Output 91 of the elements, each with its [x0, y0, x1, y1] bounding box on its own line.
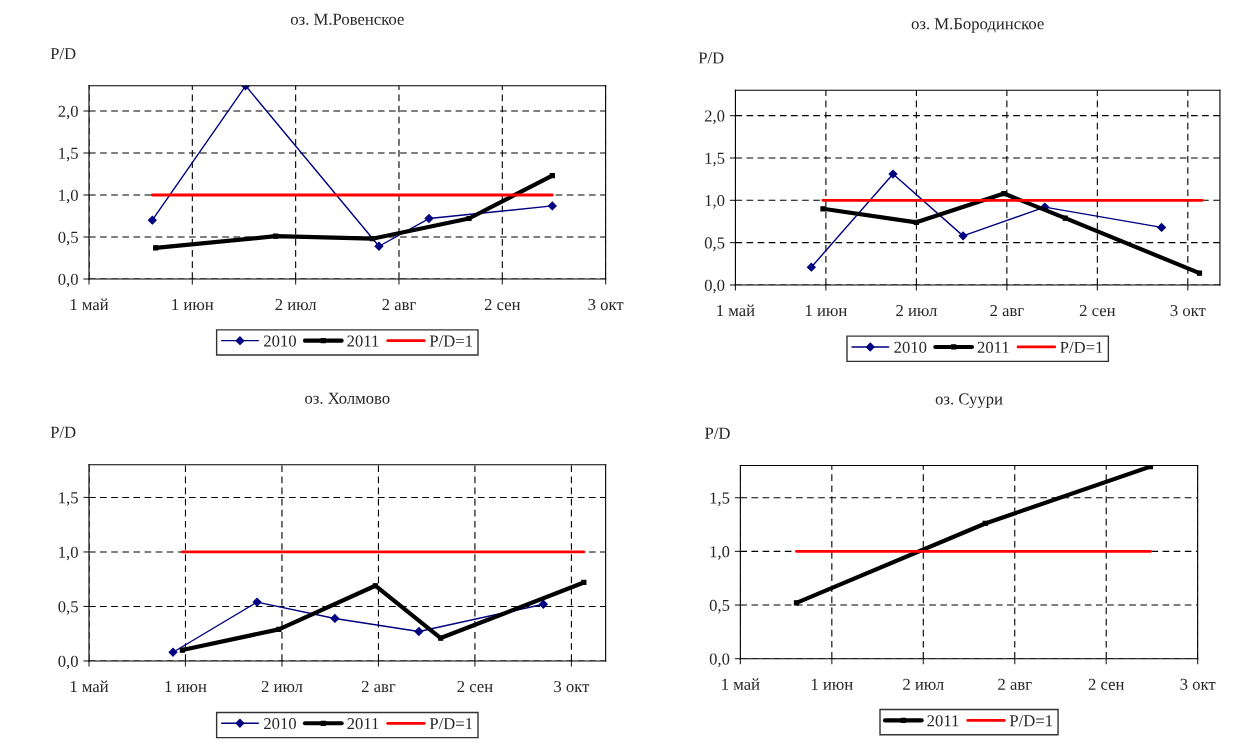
- point: [549, 173, 555, 179]
- point: [581, 579, 587, 586]
- x-tick-label: 2 сен: [1079, 304, 1116, 317]
- y-axis-title: P/D: [50, 48, 76, 60]
- x-tick-label: 3 окт: [1180, 678, 1216, 690]
- point: [179, 647, 185, 653]
- y-tick-label: 1,0: [710, 546, 730, 560]
- point: [982, 520, 988, 527]
- legend-label: 2011: [977, 341, 1009, 353]
- legend-label: P/D=1: [1060, 341, 1103, 353]
- chart-title: оз. Холмово: [305, 392, 390, 404]
- x-tick-label: 2 июл: [896, 304, 937, 317]
- point: [369, 236, 375, 242]
- point: [372, 583, 378, 589]
- y-tick-label: 0,5: [704, 237, 725, 251]
- y-axis-title: P/D: [698, 52, 724, 64]
- x-tick-label: 3 окт: [588, 298, 624, 311]
- point: [958, 231, 968, 241]
- y-tick-label: 0,5: [58, 601, 78, 615]
- legend-label: 2010: [894, 341, 927, 353]
- y-tick-label: 1,5: [59, 147, 78, 162]
- legend-label: 2011: [927, 715, 959, 727]
- y-tick-label: 0,0: [58, 655, 78, 670]
- x-tick-label: 2 сен: [457, 680, 493, 693]
- y-tick-label: 0,0: [704, 279, 725, 294]
- y-tick-label: 1,0: [705, 195, 725, 209]
- point: [330, 614, 340, 623]
- chart-title: оз. М.Ровенское: [290, 13, 404, 25]
- x-tick-label: 1 июн: [172, 299, 214, 311]
- point: [1157, 222, 1167, 232]
- x-tick-label: 3 окт: [1170, 304, 1206, 317]
- x-tick-label: 2 июл: [261, 680, 303, 693]
- y-tick-label: 1,5: [705, 152, 725, 167]
- legend-label: 2011: [347, 335, 379, 347]
- legend-label: 2010: [264, 335, 296, 347]
- y-tick-label: 0,5: [58, 231, 78, 246]
- x-tick-label: 2 июл: [275, 298, 317, 311]
- point: [252, 597, 262, 607]
- point: [466, 215, 472, 222]
- legend-label: 2011: [347, 718, 379, 730]
- chart-title: оз. Суури: [935, 393, 1003, 408]
- x-tick-label: 2 авг: [990, 304, 1024, 317]
- point: [1001, 190, 1007, 197]
- point: [168, 647, 178, 657]
- legend-label: P/D=1: [429, 335, 473, 347]
- x-tick-label: 1 май: [717, 304, 755, 317]
- x-tick-label: 2 авг: [998, 678, 1032, 690]
- x-tick-label: 2 авг: [382, 298, 416, 311]
- y-tick-label: 2,0: [58, 105, 78, 120]
- legend-label: P/D=1: [1009, 715, 1053, 727]
- legend-label: P/D=1: [429, 718, 473, 730]
- x-tick-label: 1 июн: [165, 680, 207, 693]
- y-tick-label: 0,5: [709, 599, 730, 614]
- x-tick-label: 1 июн: [805, 304, 847, 317]
- y-tick-label: 1,0: [59, 546, 78, 561]
- point: [538, 599, 548, 609]
- x-tick-label: 1 май: [70, 298, 109, 311]
- point: [276, 626, 282, 632]
- chart-title: оз. М.Бородинское: [911, 18, 1044, 33]
- point: [273, 233, 279, 239]
- x-tick-label: 2 июл: [903, 678, 944, 690]
- point: [438, 635, 444, 641]
- x-tick-label: 1 май: [70, 680, 109, 693]
- point: [806, 262, 816, 272]
- x-tick-label: 2 авг: [361, 680, 396, 693]
- point: [913, 219, 919, 225]
- point: [1062, 215, 1068, 221]
- point: [793, 600, 800, 606]
- x-tick-label: 2 сен: [484, 298, 521, 311]
- point: [414, 627, 424, 636]
- point: [424, 214, 434, 223]
- point: [1196, 270, 1203, 276]
- point: [153, 245, 159, 251]
- x-tick-label: 1 май: [722, 678, 760, 690]
- legend-label: 2010: [264, 718, 296, 730]
- point: [547, 201, 557, 211]
- x-tick-label: 3 окт: [554, 680, 590, 693]
- point: [147, 215, 157, 225]
- point: [888, 169, 898, 179]
- y-axis-title: P/D: [50, 426, 76, 438]
- y-tick-label: 1,0: [59, 189, 78, 204]
- y-tick-label: 2,0: [704, 110, 725, 125]
- x-tick-label: 2 сен: [1088, 678, 1125, 690]
- y-tick-label: 0,0: [709, 653, 730, 668]
- y-axis-title: P/D: [705, 427, 730, 439]
- point: [374, 241, 384, 251]
- y-tick-label: 1,5: [710, 492, 730, 507]
- y-tick-label: 1,5: [59, 492, 78, 506]
- point: [820, 206, 826, 212]
- y-tick-label: 0,0: [58, 273, 78, 288]
- x-tick-label: 1 июн: [811, 678, 853, 690]
